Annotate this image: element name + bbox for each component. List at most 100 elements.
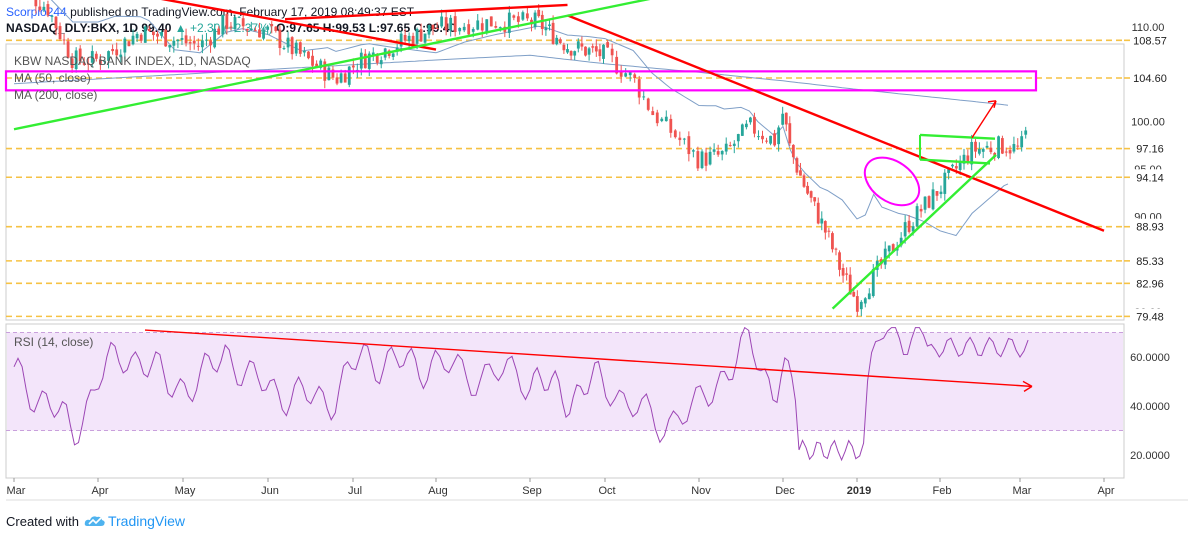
candle-body: [379, 60, 383, 65]
candle-body: [399, 33, 403, 47]
price-level-tag-bg: [1125, 32, 1175, 49]
candle-body: [62, 39, 66, 41]
trendline-red: [284, 3, 568, 21]
candle-body: [943, 172, 947, 194]
candle-body: [111, 48, 115, 52]
candle-body: [799, 170, 802, 176]
price-level-tag-bg: [1125, 275, 1175, 292]
candle-body: [813, 197, 817, 202]
candle-body: [444, 17, 448, 31]
candle-body: [184, 35, 188, 44]
candle-body: [781, 113, 785, 125]
candle-body: [180, 38, 184, 40]
price-level-label: 108.57: [1133, 35, 1167, 47]
candle-body: [646, 98, 650, 110]
candle-body: [307, 51, 310, 59]
channel-bottom: [919, 158, 991, 165]
candle-body: [302, 50, 306, 53]
candle-body: [594, 46, 598, 52]
candle-body: [217, 28, 221, 35]
x-tick-label: Apr: [1097, 485, 1114, 497]
candle-body: [655, 112, 659, 124]
candle-body: [147, 28, 151, 32]
candle-body: [903, 222, 907, 237]
candle-body: [168, 45, 172, 48]
indicator-title: KBW NASDAQ BANK INDEX, 1D, NASDAQ: [14, 54, 251, 68]
candle-body: [724, 143, 728, 152]
trendline-green: [831, 153, 997, 310]
candle-body: [855, 296, 859, 312]
candle-body: [298, 42, 302, 54]
candle-body: [628, 71, 632, 76]
price-pane: [5, 43, 1125, 321]
trendline-green: [13, 0, 651, 131]
candle-body: [78, 48, 82, 62]
candle-body: [619, 71, 623, 77]
candle-body: [489, 16, 493, 27]
candle-body: [270, 24, 274, 27]
candle-body: [498, 27, 502, 29]
candle-body: [544, 27, 548, 31]
ma200-label: MA (200, close): [14, 88, 98, 102]
candle-body: [103, 60, 106, 62]
candle-body: [176, 39, 180, 42]
candle-body: [375, 53, 379, 63]
candle-body: [891, 244, 895, 253]
candle-body: [977, 149, 981, 154]
candle-body: [696, 151, 700, 169]
candle-body: [237, 16, 241, 18]
candle-body: [160, 32, 163, 36]
tradingview-brand[interactable]: TradingView: [107, 513, 186, 529]
ma200-line: [13, 54, 1009, 106]
candle-body: [551, 22, 555, 44]
candle-body: [966, 155, 970, 163]
trendline-red: [567, 14, 1105, 232]
candle-body: [555, 37, 559, 45]
x-tick-label: Nov: [691, 485, 711, 497]
candle-body: [816, 202, 820, 224]
candle-body: [363, 53, 367, 69]
candle-body: [802, 175, 806, 187]
candle-body: [266, 26, 270, 30]
candle-body: [720, 150, 724, 155]
channel-top: [919, 133, 996, 140]
candle-body: [327, 67, 331, 81]
candle-body: [651, 111, 655, 116]
candle-body: [573, 51, 577, 56]
x-tick-label: Mar: [1013, 485, 1032, 497]
candle-body: [123, 38, 127, 53]
x-tick-label: Jul: [348, 485, 362, 497]
candle-body: [319, 60, 323, 68]
price-level-label: 97.16: [1136, 144, 1164, 156]
candle-body: [525, 13, 529, 19]
candle-body: [46, 4, 50, 16]
candle-body: [687, 136, 691, 155]
candle-body: [407, 35, 411, 42]
candle-body: [34, 0, 38, 7]
candle-body: [669, 118, 673, 133]
candle-body: [809, 191, 813, 198]
candle-body: [915, 206, 919, 227]
candle-body: [935, 191, 939, 196]
ohlc-values: O:97.65 H:99.53 L:97.65 C:99.40: [276, 21, 457, 35]
candle-body: [584, 46, 587, 56]
candle-body: [615, 56, 619, 74]
rsi-label: RSI (14, close): [14, 335, 94, 349]
candle-body: [131, 35, 135, 45]
candle-body: [115, 49, 119, 56]
rsi-trendline: [144, 329, 1033, 388]
ma50-line: [50, 0, 1009, 237]
price-level-label: 88.93: [1136, 222, 1164, 234]
candle-body: [335, 77, 339, 84]
candle-body: [156, 33, 159, 37]
candle-body: [38, 6, 42, 11]
candle-body: [537, 9, 541, 17]
candle-body: [254, 30, 257, 32]
candle-body: [480, 23, 484, 31]
candle-body: [98, 59, 102, 65]
candle-body: [152, 31, 155, 36]
candle-body: [548, 24, 551, 26]
candle-body: [42, 6, 46, 10]
candle-body: [580, 43, 584, 47]
